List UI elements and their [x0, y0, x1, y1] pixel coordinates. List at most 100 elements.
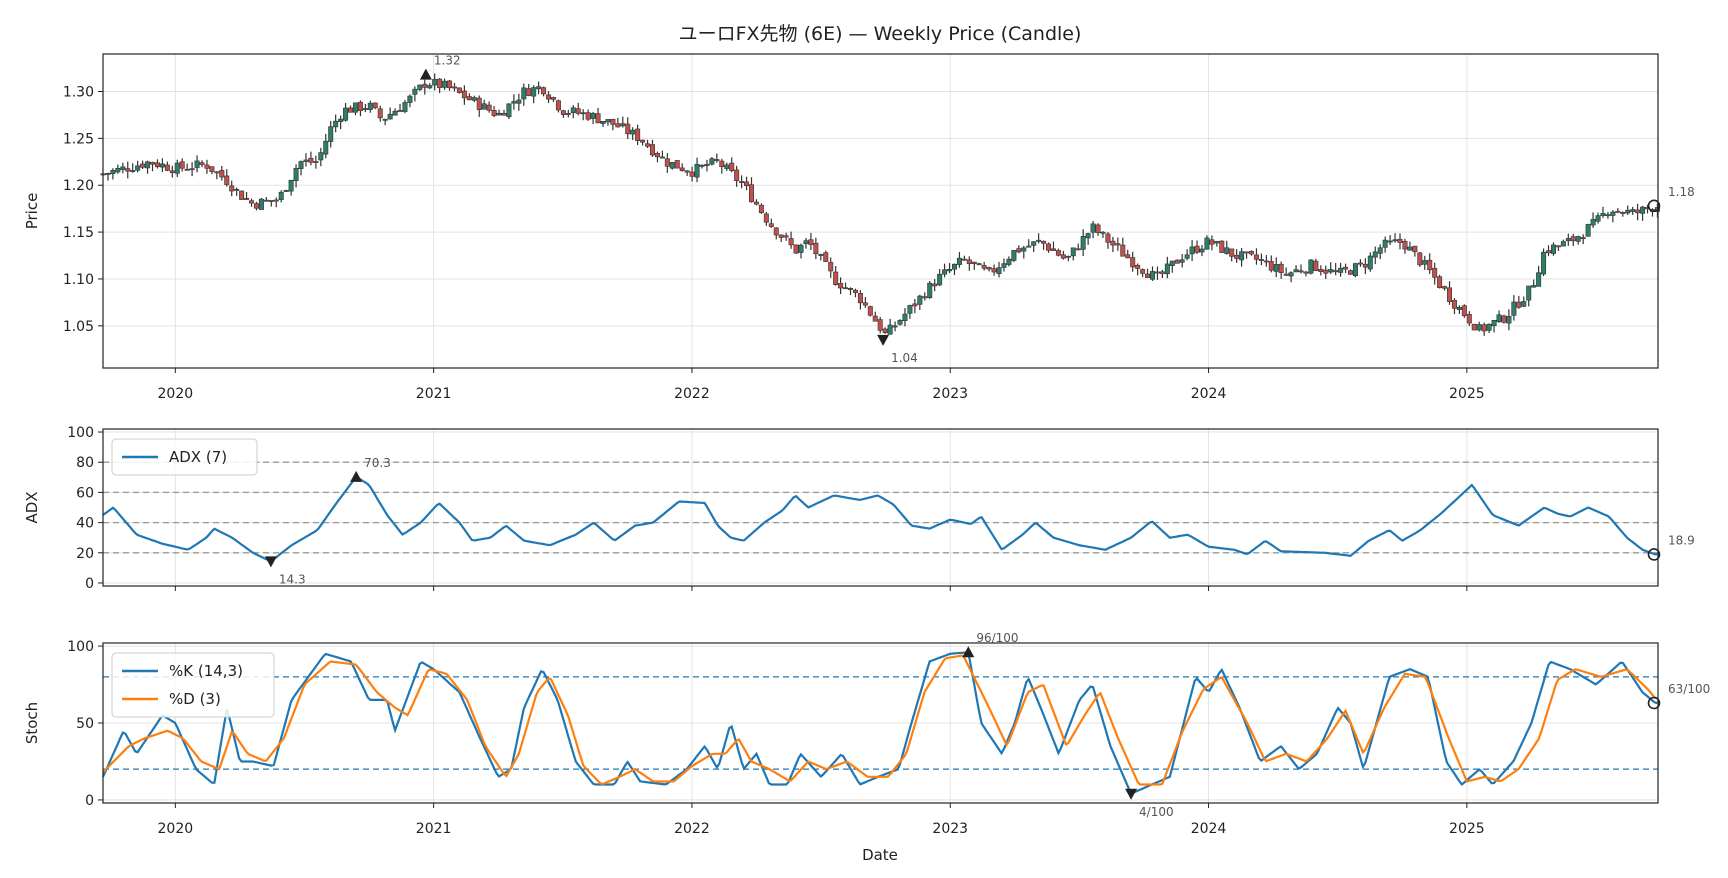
candle-body — [1031, 241, 1037, 246]
candle-body — [585, 112, 591, 120]
candle-body — [852, 289, 858, 293]
candle-body — [640, 139, 646, 143]
candle-body — [1466, 314, 1472, 324]
candle-body — [1521, 301, 1527, 307]
candle-body — [511, 101, 517, 104]
candle-body — [689, 171, 695, 177]
candle-body — [130, 170, 136, 172]
candle-body — [407, 95, 413, 103]
x-tick-label: 2024 — [1191, 821, 1227, 837]
candle-body — [1481, 324, 1487, 332]
candle-body — [570, 107, 576, 114]
candle-body — [649, 144, 655, 156]
y-axis-label-price: Price — [23, 193, 41, 230]
candle-body — [1100, 231, 1106, 234]
candle-body — [912, 303, 918, 307]
candle-body — [382, 118, 388, 121]
min-marker — [1125, 788, 1138, 800]
y-tick-label: 1.05 — [63, 319, 94, 335]
candle-body — [1214, 241, 1220, 244]
candle-body — [1075, 248, 1081, 251]
candle-body — [1357, 262, 1363, 265]
candle-body — [1105, 233, 1111, 243]
candle-body — [239, 190, 245, 200]
candle-body — [1397, 238, 1403, 243]
candle-body — [194, 160, 200, 168]
min-label: 4/100 — [1139, 805, 1174, 819]
candle-body — [159, 163, 165, 168]
candle-body — [1055, 250, 1061, 256]
candle-body — [1060, 254, 1066, 259]
candle-body — [862, 302, 868, 306]
candle-body — [486, 104, 492, 111]
candle-body — [763, 213, 769, 223]
candle-body — [1422, 260, 1428, 265]
candle-body — [1585, 224, 1591, 237]
candle-body — [1600, 213, 1606, 216]
candle-body — [125, 168, 131, 172]
candle-body — [199, 162, 205, 165]
candle-body — [1273, 264, 1279, 272]
candle-body — [1427, 259, 1433, 271]
candle-body — [1630, 209, 1636, 212]
candle-body — [1362, 263, 1368, 268]
candle-body — [1095, 224, 1101, 234]
legend-label: %K (14,3) — [169, 662, 243, 680]
candle-body — [1298, 270, 1304, 273]
candle-body — [293, 168, 299, 181]
candle-body — [229, 185, 235, 192]
candle-body — [981, 265, 987, 269]
candle-body — [476, 97, 482, 110]
candle-body — [1135, 264, 1141, 269]
candle-body — [669, 162, 675, 169]
candle-body — [778, 234, 784, 238]
candle-body — [1486, 323, 1492, 331]
candle-body — [1145, 273, 1151, 278]
candle-body — [734, 169, 740, 181]
candle-body — [392, 110, 398, 116]
candle-body — [749, 184, 755, 203]
candle-body — [1437, 276, 1443, 288]
candle-body — [521, 87, 527, 100]
candle-body — [1615, 210, 1621, 213]
candle-body — [184, 168, 190, 171]
candle-body — [867, 306, 873, 316]
y-tick-label: 1.30 — [63, 84, 94, 100]
candle-body — [1565, 238, 1571, 242]
candle-body — [902, 313, 908, 321]
candle-body — [377, 108, 383, 119]
candle-body — [1085, 233, 1091, 239]
candle-body — [872, 315, 878, 322]
candle-body — [560, 110, 566, 116]
y-tick-label: 1.20 — [63, 178, 94, 194]
candle-body — [709, 158, 715, 165]
x-tick-label: 2021 — [416, 386, 452, 402]
candle-body — [605, 119, 611, 123]
last-value-label: 63/100 — [1668, 682, 1710, 696]
candle-body — [268, 200, 274, 202]
candle-body — [1159, 271, 1165, 274]
candle-body — [263, 199, 269, 202]
candle-body — [154, 162, 160, 168]
candle-body — [313, 161, 319, 163]
candle-body — [397, 110, 403, 112]
candle-body — [590, 113, 596, 119]
candle-body — [1209, 239, 1215, 245]
candle-body — [1120, 244, 1126, 257]
candle-body — [461, 90, 467, 99]
x-tick-label: 2021 — [416, 821, 452, 837]
candle-body — [739, 181, 745, 184]
candle-body — [565, 113, 571, 115]
candle-body — [783, 235, 789, 238]
candle-body — [1164, 263, 1170, 275]
candle-body — [1447, 287, 1453, 302]
legend-box — [111, 438, 258, 476]
candle-body — [412, 88, 418, 95]
candle-body — [164, 164, 170, 171]
candle-body — [620, 123, 626, 127]
candle-body — [773, 227, 779, 236]
panel-price: 2020 2021 2022 2023 2024 2025 1.05 1.10 1.15 1.20… — [23, 53, 1695, 402]
candle-body — [1174, 259, 1180, 264]
candle-body — [451, 86, 457, 89]
candle-body — [897, 320, 903, 325]
